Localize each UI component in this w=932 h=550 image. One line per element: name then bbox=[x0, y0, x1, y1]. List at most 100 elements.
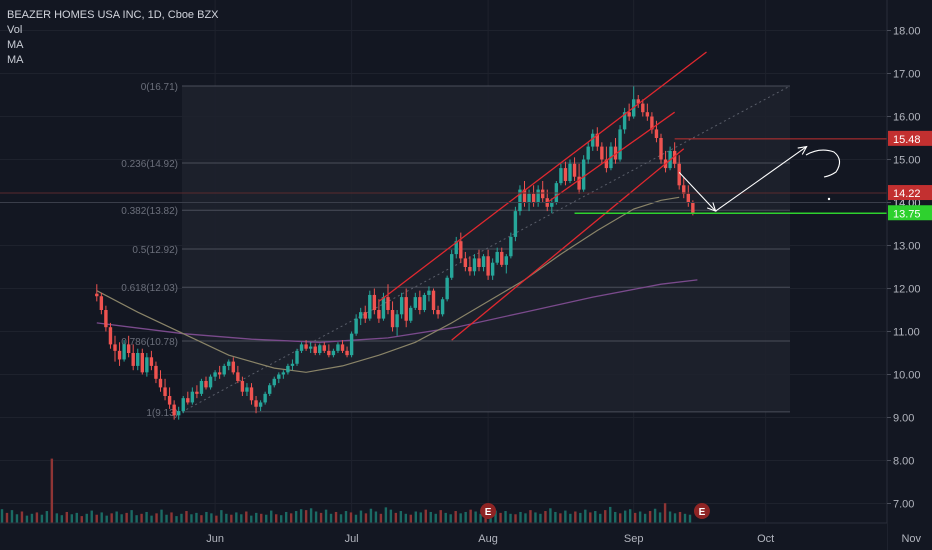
volume-bar bbox=[150, 515, 153, 523]
candle-body bbox=[308, 346, 313, 349]
volume-indicator-label[interactable]: Vol bbox=[7, 24, 23, 36]
time-axis[interactable] bbox=[0, 523, 887, 550]
candle-body bbox=[186, 398, 190, 403]
candle-body bbox=[277, 374, 281, 379]
candle-body bbox=[641, 103, 645, 113]
candle-body bbox=[682, 185, 686, 194]
symbol-title[interactable]: BEAZER HOMES USA INC, 1D, Cboe BZX bbox=[7, 9, 219, 21]
volume-bar bbox=[604, 510, 607, 523]
candle-body bbox=[140, 353, 144, 373]
candle-body bbox=[95, 293, 99, 297]
candle-body bbox=[486, 256, 490, 276]
candle-body bbox=[390, 310, 395, 328]
volume-bar bbox=[564, 510, 567, 523]
arrow-up-drawing[interactable] bbox=[715, 146, 807, 212]
price-axis-label: 17.00 bbox=[893, 69, 921, 81]
volume-bar bbox=[230, 514, 233, 523]
volume-bar bbox=[494, 510, 497, 523]
volume-bar bbox=[225, 513, 228, 523]
volume-bar bbox=[50, 458, 54, 523]
candle-body bbox=[613, 146, 618, 160]
volume-bar bbox=[40, 514, 44, 523]
volume-bar bbox=[609, 506, 612, 523]
candle-body bbox=[349, 333, 354, 356]
ma-short-line bbox=[96, 196, 680, 373]
volume-bar bbox=[663, 503, 667, 523]
price-axis-label: 9.00 bbox=[893, 413, 914, 425]
candle-body bbox=[586, 146, 590, 160]
channel-upper-line[interactable] bbox=[378, 51, 707, 302]
volume-bar bbox=[115, 511, 118, 523]
volume-bar bbox=[399, 511, 403, 523]
candle-body bbox=[377, 310, 381, 319]
candle-body bbox=[527, 193, 531, 203]
volume-bar bbox=[554, 511, 557, 523]
ma-indicator-label[interactable]: MA bbox=[7, 39, 24, 51]
candle-body bbox=[231, 361, 235, 373]
candle-body bbox=[559, 168, 563, 184]
volume-bar bbox=[55, 513, 59, 523]
volume-bar bbox=[519, 511, 522, 523]
arrow-up-drawing-head bbox=[797, 145, 808, 155]
volume-bar bbox=[324, 509, 328, 523]
volume-bar bbox=[250, 515, 253, 523]
candle-body bbox=[99, 296, 104, 310]
volume-bar bbox=[135, 515, 138, 523]
ma-long-line bbox=[96, 279, 698, 343]
volume-bar bbox=[539, 513, 542, 523]
volume-bar bbox=[389, 509, 393, 523]
candle-body bbox=[577, 176, 581, 190]
candle-body bbox=[600, 146, 604, 160]
volume-bar bbox=[235, 512, 238, 523]
volume-bar bbox=[569, 513, 572, 523]
price-label-badge[interactable] bbox=[888, 185, 932, 201]
candle-body bbox=[504, 256, 508, 265]
candle-body bbox=[245, 387, 249, 392]
volume-bar bbox=[85, 513, 88, 523]
question-mark-drawing[interactable] bbox=[805, 149, 841, 178]
candle-body bbox=[340, 344, 345, 351]
fib-level-label: 0.5(12.92) bbox=[132, 245, 178, 256]
volume-bar bbox=[80, 516, 83, 523]
candle-body bbox=[213, 372, 217, 377]
volume-bar bbox=[275, 514, 278, 523]
volume-bar bbox=[220, 510, 223, 523]
candle-body bbox=[181, 398, 185, 412]
earnings-marker[interactable] bbox=[693, 503, 710, 519]
candle-body bbox=[299, 344, 304, 351]
volume-bar bbox=[648, 511, 652, 523]
volume-bar bbox=[270, 510, 273, 523]
channel-inner-line[interactable] bbox=[546, 111, 676, 204]
candle-body bbox=[477, 258, 481, 267]
volume-bar bbox=[534, 512, 537, 523]
channel-lower-line[interactable] bbox=[451, 148, 685, 341]
volume-bar bbox=[614, 511, 617, 523]
price-axis[interactable] bbox=[887, 0, 932, 550]
volume-bar bbox=[589, 512, 592, 523]
candle-body bbox=[304, 344, 308, 349]
ma-indicator-label-2[interactable]: MA bbox=[7, 54, 24, 66]
fib-level-label: 0.382(13.82) bbox=[121, 206, 178, 217]
volume-bar bbox=[105, 515, 108, 523]
earnings-marker[interactable] bbox=[480, 503, 497, 519]
volume-bar bbox=[653, 508, 657, 523]
candle-body bbox=[227, 361, 231, 366]
volume-bar bbox=[599, 513, 602, 523]
volume-bar bbox=[339, 514, 343, 523]
volume-bar bbox=[20, 511, 24, 523]
candle-body bbox=[295, 350, 299, 364]
candle-body bbox=[126, 344, 131, 353]
volume-bar bbox=[354, 514, 358, 523]
price-label-badge[interactable] bbox=[888, 205, 932, 221]
arrow-down-drawing[interactable] bbox=[678, 172, 717, 212]
candle-body bbox=[236, 372, 240, 381]
volume-bar bbox=[489, 514, 492, 523]
price-label-text: 13.75 bbox=[893, 208, 921, 220]
price-label-badge[interactable] bbox=[888, 130, 932, 146]
candle-body bbox=[395, 314, 399, 328]
candle-body bbox=[372, 294, 377, 310]
candle-body bbox=[167, 396, 172, 405]
price-axis-label: 7.00 bbox=[893, 499, 914, 511]
candle-body bbox=[258, 402, 263, 407]
